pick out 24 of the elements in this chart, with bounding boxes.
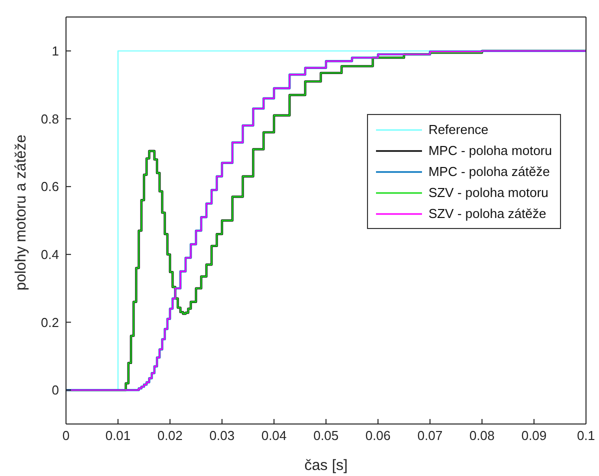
x-tick-label: 0.02 [157,428,183,444]
legend-label: SZV - poloha motoru [428,185,548,200]
x-tick-label: 0.03 [209,428,235,444]
x-tick-label: 0.01 [105,428,131,444]
legend-label: SZV - poloha zátěže [428,206,546,221]
x-tick-label: 0.06 [365,428,391,444]
x-tick-label: 0.09 [521,428,547,444]
x-tick-label: 0.08 [469,428,495,444]
y-tick-label: 1 [52,44,59,59]
y-tick-label: 0.4 [40,247,59,262]
x-tick-label: 0.04 [261,428,287,444]
x-tick-label: 0 [62,428,70,444]
x-axis-title: čas [s] [304,457,348,474]
x-tick-label: 0.1 [576,428,596,444]
legend-label: MPC - poloha motoru [428,143,552,158]
y-tick-label: 0.6 [40,179,59,194]
legend-label: Reference [428,122,488,137]
x-tick-label: 0.07 [417,428,443,444]
y-tick-label: 0.2 [40,314,59,330]
legend-label: MPC - poloha zátěže [428,164,550,179]
y-tick-label: 0.8 [40,111,59,126]
y-axis-title: polohy motoru a zátěže [12,134,30,290]
y-tick-label: 0 [52,382,59,398]
x-tick-label: 0.05 [313,428,339,444]
